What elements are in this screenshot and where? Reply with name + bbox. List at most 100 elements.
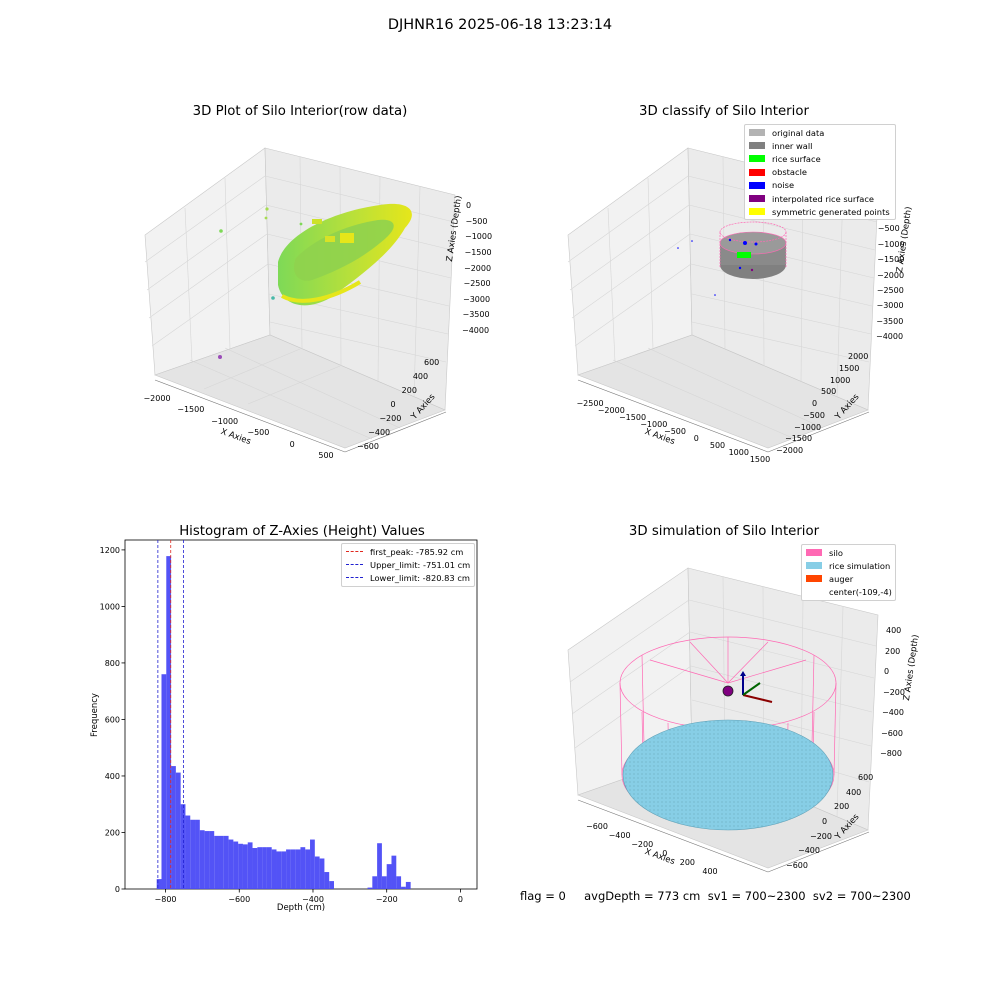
legend-item: silo (802, 546, 895, 559)
legend-item: rice surface (745, 152, 895, 165)
histogram-y-ticks: 0 200 400 600 800 1000 1200 (100, 546, 125, 894)
raw-y-tick-label: 200 (401, 386, 417, 395)
legend-item: original data (745, 126, 895, 139)
simulation-y-tick-label: −400 (798, 846, 820, 856)
simulation-y-tick-label: 0 (822, 817, 828, 826)
histogram-y-tick-label: 600 (105, 715, 120, 724)
classify-y-tick-label: 500 (821, 387, 837, 397)
histogram-bar (300, 847, 306, 889)
histogram-bar (319, 858, 325, 889)
simulation-z-tick-label: −400 (882, 708, 904, 717)
histogram-bar (247, 842, 253, 889)
legend-line-swatch (346, 577, 363, 579)
legend-swatch (749, 181, 765, 189)
legend-line-swatch (346, 564, 363, 566)
simulation-y-tick-label: 400 (846, 787, 862, 797)
histogram-bar (329, 881, 334, 889)
histogram-y-tick-label: 200 (105, 828, 120, 837)
simulation-legend: silo rice simulation auger center(-109,-4) (801, 544, 896, 601)
legend-item: obstacle (745, 166, 895, 179)
raw-z-tick-label: −3000 (463, 294, 491, 304)
histogram-bar (276, 851, 282, 889)
classify-z-tick-label: −500 (877, 224, 900, 234)
classify-x-tick-label: 1000 (728, 448, 749, 457)
simulation-auger (722, 671, 773, 703)
histogram-bar (271, 849, 277, 889)
histogram-reference-lines (157, 540, 185, 889)
classify-legend: original data inner wall rice surface obsta… (744, 124, 896, 221)
histogram-bar (310, 839, 315, 889)
histogram-bar (286, 849, 291, 889)
simulation-x-tick-label: −200 (631, 840, 654, 849)
simulation-y-tick-label: 600 (858, 773, 874, 782)
histogram-bar (238, 843, 243, 889)
classify-z-tick-label: −3000 (876, 301, 904, 311)
simulation-z-tick-label: −600 (881, 728, 903, 738)
classify-y-tick-label: 1500 (839, 363, 860, 373)
legend-label: auger (829, 573, 854, 584)
classify-y-tick-label: −1500 (785, 434, 813, 444)
classify-point-cloud (677, 221, 787, 296)
histogram-x-tick-label: −400 (302, 895, 324, 904)
simulation-z-tick-label: −200 (883, 687, 905, 697)
simulation-x-tick-label: −600 (586, 822, 608, 831)
legend-label: rice surface (772, 153, 821, 164)
histogram-bar (377, 843, 382, 889)
legend-swatch (749, 168, 765, 176)
histogram-legend: first_peak: -785.92 cm Upper_limit: -751.… (341, 543, 475, 587)
raw-y-tick-label: 600 (424, 358, 440, 367)
simulation-rice-surface (622, 719, 834, 831)
raw-z-tick-label: −2000 (464, 263, 492, 273)
histogram-bar (281, 851, 287, 889)
histogram-bar (218, 835, 224, 889)
raw-z-tick-label: −1500 (464, 247, 492, 257)
simulation-x-tick-label: 400 (702, 867, 718, 876)
classify-y-tick-label: 2000 (848, 352, 869, 361)
histogram-bar (381, 876, 387, 889)
histogram-x-tick-label: −800 (155, 895, 177, 904)
legend-label: symmetric generated points (772, 206, 890, 217)
raw-x-tick-label: −2000 (143, 394, 171, 403)
histogram-bar (223, 835, 229, 889)
classify-x-tick-label: −2000 (597, 406, 625, 415)
legend-label: original data (772, 127, 825, 138)
histogram-bar (185, 815, 191, 889)
histogram-bar (367, 887, 373, 889)
legend-label: rice simulation (829, 560, 891, 571)
histogram-bar (401, 886, 406, 889)
raw-z-tick-label: −4000 (462, 326, 490, 335)
figure-title: DJHNR16 2025-06-18 13:23:14 (387, 17, 613, 33)
legend-item: inner wall (745, 139, 895, 152)
histogram-bar (166, 556, 172, 889)
histogram-x-ticks: −800 −600 −400 −200 0 (155, 889, 463, 904)
legend-swatch (806, 575, 822, 583)
raw-z-tick-label: −2500 (463, 279, 491, 289)
legend-swatch (749, 129, 765, 137)
simulation-z-tick-label: 200 (885, 646, 901, 656)
histogram-legend-item: Lower_limit: -820.83 cm (342, 571, 474, 584)
histogram-bar (396, 876, 402, 889)
legend-swatch (749, 208, 765, 216)
simulation-plot-title: 3D simulation of Silo Interior (628, 524, 820, 539)
histogram-x-tick-label: 0 (458, 895, 463, 904)
histogram-bar (314, 856, 320, 889)
histogram-bar (199, 830, 205, 889)
simulation-z-tick-label: −800 (880, 749, 902, 758)
raw-x-tick-label: 500 (318, 451, 334, 460)
legend-label: silo (829, 547, 844, 558)
histogram-bar (233, 841, 239, 889)
simulation-y-tick-label: −200 (810, 831, 832, 841)
histogram-bar (195, 819, 200, 889)
histogram-bar (214, 835, 219, 889)
histogram-bar (295, 849, 301, 889)
raw-x-tick-label: −1500 (177, 405, 205, 415)
histogram-bar (305, 849, 311, 889)
classify-plot-title: 3D classify of Silo Interior (639, 104, 809, 119)
raw-z-tick-label: 0 (466, 201, 472, 210)
classify-x-tick-label: −500 (664, 427, 686, 436)
legend-item: rice simulation (802, 559, 895, 572)
histogram-bar (252, 848, 258, 889)
classify-y-tick-label: −1000 (794, 422, 822, 432)
histogram-bar (209, 831, 215, 889)
raw-y-tick-label: −600 (357, 442, 379, 451)
